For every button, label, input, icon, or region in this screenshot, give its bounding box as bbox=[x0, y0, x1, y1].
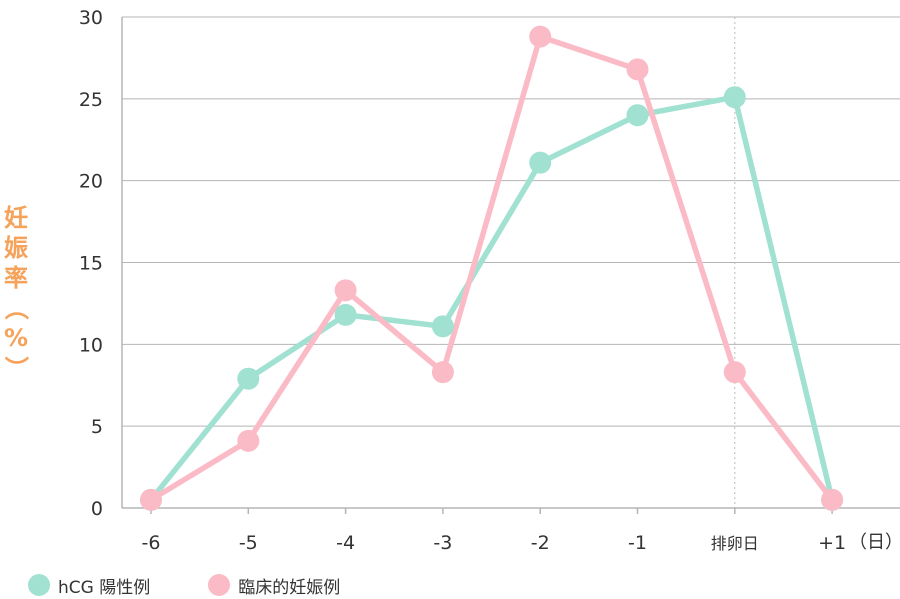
series-1-point bbox=[431, 361, 454, 384]
legend: hCG 陽性例 臨床的妊娠例 bbox=[28, 572, 398, 598]
x-tick-label: -6 bbox=[142, 532, 161, 554]
y-tick-label: 20 bbox=[79, 171, 103, 193]
x-tick-label: -5 bbox=[239, 532, 258, 554]
x-tick-label: -2 bbox=[531, 532, 550, 554]
series-1-point bbox=[140, 488, 162, 511]
y-tick-label: 25 bbox=[79, 89, 103, 111]
y-tick-label: 5 bbox=[91, 416, 103, 438]
series-1-point bbox=[626, 58, 649, 81]
series-lines bbox=[140, 25, 844, 511]
series-line-0 bbox=[148, 94, 835, 503]
y-axis-label-char: 娠 bbox=[4, 234, 28, 262]
series-0-point bbox=[529, 151, 552, 174]
legend-swatch-clinical-pregnancy bbox=[208, 574, 231, 596]
y-axis-label-char: ） bbox=[2, 356, 30, 380]
y-axis-label-char: 妊 bbox=[4, 204, 28, 232]
x-tick-label: -3 bbox=[433, 532, 452, 554]
y-axis-label: 妊娠率 （% ） bbox=[2, 204, 30, 380]
series-0-point bbox=[431, 315, 454, 338]
legend-label-clinical-pregnancy: 臨床的妊娠例 bbox=[238, 577, 341, 598]
grid-lines bbox=[122, 16, 900, 427]
series-1-point bbox=[821, 488, 844, 511]
series-1-point bbox=[529, 25, 552, 48]
legend-item-clinical-pregnancy: 臨床的妊娠例 bbox=[208, 573, 340, 598]
series-0-point bbox=[626, 104, 649, 127]
series-line-1 bbox=[148, 33, 835, 503]
legend-item-hcg-positive: hCG 陽性例 bbox=[28, 573, 150, 598]
y-tick-labels: 0 5 10 15 20 25 30 bbox=[79, 7, 103, 520]
x-tick-label: -4 bbox=[336, 532, 355, 554]
y-axis-label-char: 率 bbox=[4, 264, 28, 292]
x-tick-label: -1 bbox=[628, 532, 647, 554]
series-1-point bbox=[723, 361, 746, 384]
y-tick-label: 0 bbox=[91, 498, 103, 520]
y-axis-label-char: （ bbox=[2, 296, 30, 320]
legend-label-hcg-positive: hCG 陽性例 bbox=[58, 577, 151, 598]
x-tick-label: 排卵日 bbox=[711, 534, 759, 553]
legend-swatch-hcg-positive bbox=[28, 574, 50, 596]
y-tick-label: 15 bbox=[79, 253, 103, 275]
y-tick-label: 10 bbox=[79, 334, 103, 356]
y-tick-label: 30 bbox=[79, 7, 103, 29]
series-1-point bbox=[237, 429, 260, 452]
x-tick-labels: -6 -5 -4 -3 -2 -1 排卵日 +1 bbox=[142, 508, 846, 554]
series-1-point bbox=[334, 279, 357, 302]
y-axis-label-char: % bbox=[4, 324, 28, 352]
series-0-point bbox=[723, 86, 746, 109]
x-axis-unit-label: （日） bbox=[849, 532, 900, 553]
series-0-point bbox=[334, 303, 357, 326]
series-0-point bbox=[237, 367, 260, 390]
x-tick-label: +1 bbox=[818, 532, 846, 554]
